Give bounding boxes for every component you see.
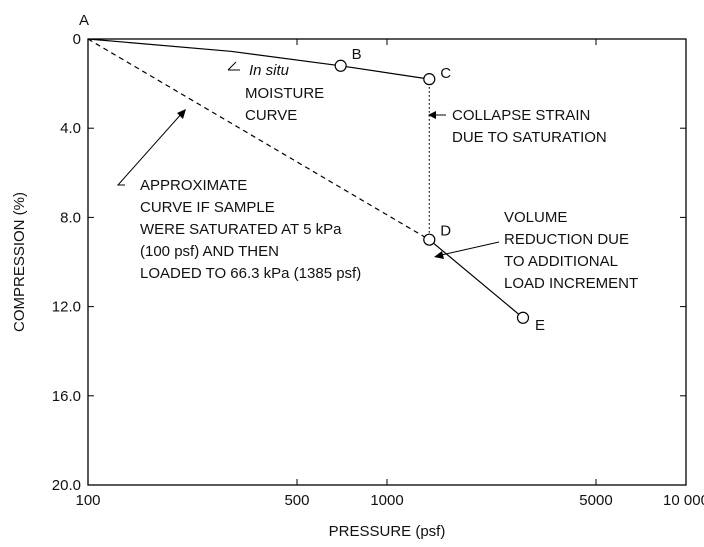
approx-arrowhead <box>177 109 186 119</box>
y-tick-label-5: 20.0 <box>52 477 81 494</box>
annotation-volume: VOLUME REDUCTION DUE TO ADDITIONAL LOAD … <box>434 209 638 292</box>
y-tick-label-4: 16.0 <box>52 388 81 405</box>
volume-line-1: VOLUME <box>504 209 567 226</box>
point-marker-D <box>423 233 436 246</box>
y-tick-label-2: 8.0 <box>60 209 81 226</box>
point-label-B: B <box>352 46 362 63</box>
collapse-line-1: COLLAPSE STRAIN <box>452 107 590 124</box>
series-line-3 <box>428 239 524 319</box>
axis-ticks: 100 500 1000 5000 10 000 0 4.0 8.0 12.0 16.0 20.0 <box>52 31 704 509</box>
collapse-line-2: DUE TO SATURATION <box>452 129 607 146</box>
volume-line-3: TO ADDITIONAL <box>504 253 618 270</box>
insitu-arrow <box>227 61 237 71</box>
point-marker-E <box>516 311 530 324</box>
y-tick-label-1: 4.0 <box>60 120 81 137</box>
volume-arrow-line <box>436 241 500 257</box>
x-tick-label-2: 1000 <box>370 492 403 509</box>
annotation-insitu: In situ MOISTURE CURVE <box>227 61 324 124</box>
approx-line-5: LOADED TO 66.3 kPa (1385 psf) <box>140 265 361 282</box>
insitu-line-2: CURVE <box>245 107 297 124</box>
collapse-arrowhead <box>428 111 436 119</box>
volume-line-4: LOAD INCREMENT <box>504 275 638 292</box>
y-axis-title: COMPRESSION (%) <box>11 192 28 332</box>
data-series <box>87 38 524 319</box>
approx-leader <box>116 111 184 186</box>
insitu-line-1: MOISTURE <box>245 85 324 102</box>
series-line-2 <box>87 38 430 241</box>
point-label-C: C <box>440 65 451 82</box>
x-tick-label-3: 5000 <box>579 492 612 509</box>
approx-line-3: WERE SATURATED AT 5 kPa <box>140 221 342 238</box>
y-tick-label-3: 12.0 <box>52 299 81 316</box>
insitu-italic-label: In situ <box>249 62 290 79</box>
annotation-collapse: COLLAPSE STRAIN DUE TO SATURATION <box>428 107 607 146</box>
volume-arrowhead <box>434 251 444 259</box>
approx-line-1: APPROXIMATE <box>140 177 247 194</box>
point-marker-C <box>423 73 436 86</box>
x-tick-label-4: 10 000 <box>663 492 704 509</box>
y-tick-label-0: 0 <box>73 31 81 48</box>
volume-line-2: REDUCTION DUE <box>504 231 629 248</box>
point-label-D: D <box>440 223 451 240</box>
data-points: A B C D E <box>79 12 545 334</box>
annotation-approximate: APPROXIMATE CURVE IF SAMPLE WERE SATURAT… <box>116 109 361 282</box>
x-tick-label-0: 100 <box>75 492 100 509</box>
approx-line-4: (100 psf) AND THEN <box>140 243 279 260</box>
series-line-0 <box>87 38 430 80</box>
x-tick-label-1: 500 <box>284 492 309 509</box>
x-axis-title: PRESSURE (psf) <box>329 523 446 540</box>
approx-line-2: CURVE IF SAMPLE <box>140 199 275 216</box>
point-label-E: E <box>535 317 545 334</box>
point-marker-B <box>334 59 347 72</box>
point-label-A: A <box>79 12 89 29</box>
